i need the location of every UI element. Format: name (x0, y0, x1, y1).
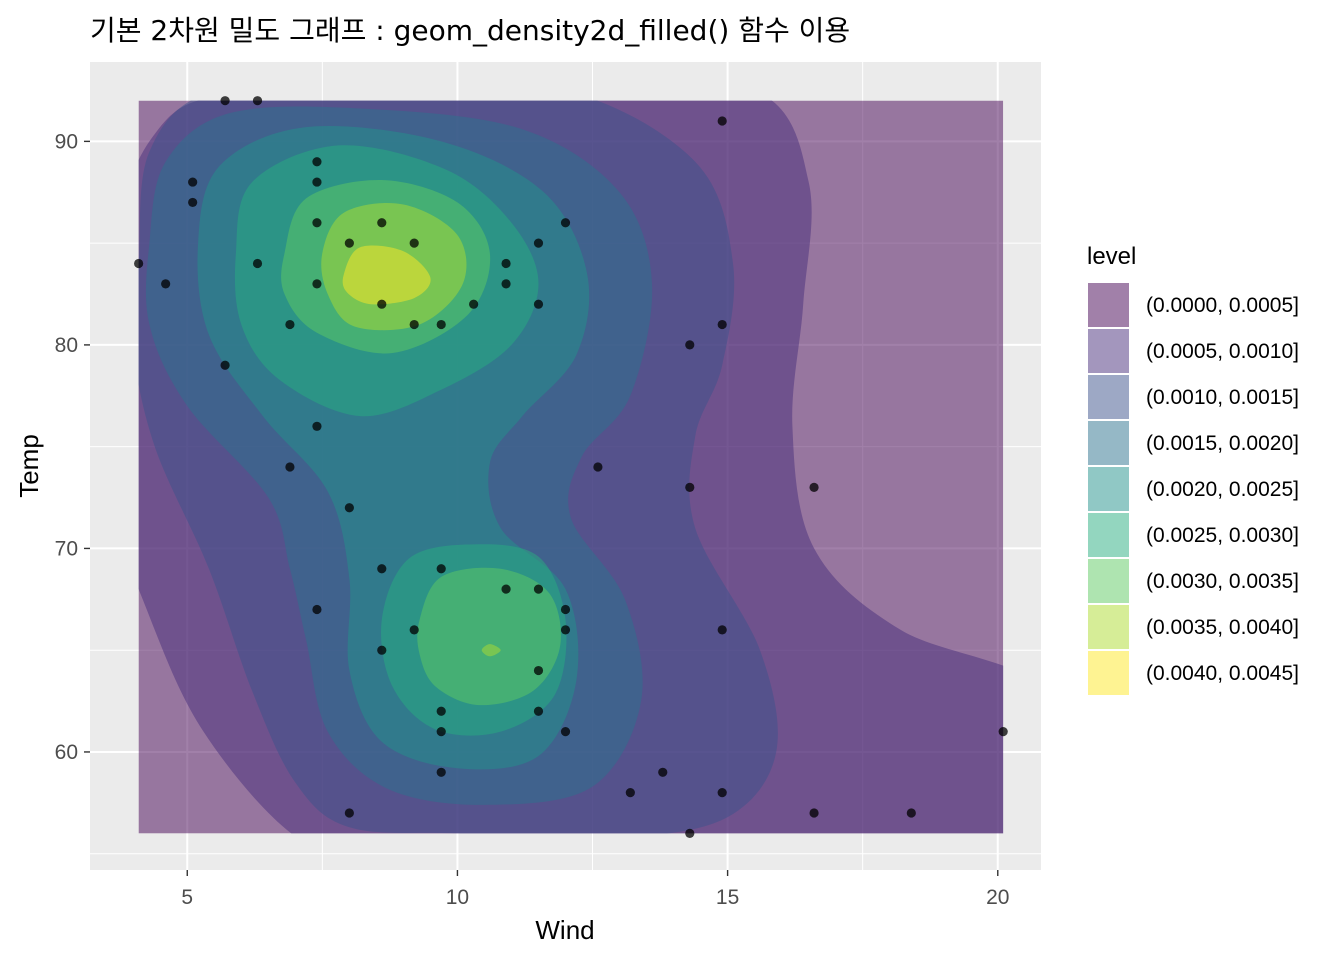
data-point (134, 258, 144, 269)
data-point (285, 462, 295, 472)
data-point (161, 279, 171, 289)
data-point (377, 299, 387, 309)
data-point (436, 727, 446, 737)
x-tick-label: 20 (986, 886, 1009, 909)
data-point (409, 238, 419, 248)
data-point (252, 258, 263, 269)
data-point (658, 767, 668, 777)
data-point (533, 706, 544, 716)
legend-label: (0.0035, 0.0040] (1146, 616, 1299, 639)
data-point (469, 299, 479, 309)
legend: level (0.0000, 0.0005] (0.0005, 0.0010] (0… (1087, 243, 1299, 696)
data-point (188, 197, 198, 208)
data-point (685, 828, 695, 838)
legend-label: (0.0015, 0.0020] (1146, 432, 1299, 455)
density-band-7 (417, 567, 561, 706)
data-point (312, 279, 322, 289)
data-points (134, 96, 1008, 838)
data-point (344, 238, 354, 248)
x-axis-title: Wind (535, 915, 594, 945)
legend-title: level (1087, 243, 1136, 270)
legend-label: (0.0000, 0.0005] (1146, 294, 1299, 317)
data-point (252, 96, 263, 106)
density-layer (138, 100, 1004, 834)
data-point (998, 727, 1008, 737)
data-point (377, 218, 387, 228)
legend-key (1088, 375, 1129, 419)
x-tick-label: 15 (716, 886, 739, 909)
data-point (533, 299, 544, 309)
data-point (533, 584, 544, 594)
data-point (906, 808, 916, 818)
data-point (436, 767, 446, 777)
data-point (285, 319, 295, 330)
data-point (717, 319, 727, 330)
chart-title: 기본 2차원 밀도 그래프 : geom_density2d_filled() … (90, 14, 850, 47)
data-point (436, 564, 446, 574)
y-axis-title: Temp (14, 434, 44, 498)
data-point (593, 462, 603, 472)
legend-key (1088, 421, 1129, 465)
y-tick-label: 70 (55, 537, 78, 560)
data-point (717, 788, 727, 798)
data-point (717, 116, 727, 126)
density-band-9 (342, 245, 431, 305)
data-point (501, 584, 511, 594)
data-point (377, 564, 387, 574)
legend-key (1088, 651, 1129, 695)
data-point (560, 218, 571, 228)
x-axis: 5 10 15 20 (181, 870, 1009, 909)
data-point (312, 218, 322, 228)
data-point (625, 788, 635, 798)
y-axis: 60 70 80 90 (55, 130, 90, 764)
x-tick-label: 10 (446, 886, 469, 909)
x-tick-label: 5 (181, 886, 193, 909)
data-point (560, 727, 571, 737)
legend-key (1088, 283, 1129, 327)
data-point (220, 360, 230, 370)
legend-label: (0.0030, 0.0035] (1146, 570, 1299, 593)
data-point (717, 625, 727, 635)
data-point (533, 238, 544, 248)
data-point (312, 604, 322, 615)
data-point (501, 258, 511, 269)
data-point (312, 177, 322, 187)
data-point (560, 604, 571, 615)
legend-key (1088, 329, 1129, 373)
legend-key (1088, 559, 1129, 603)
legend-key (1088, 513, 1129, 557)
data-point (809, 482, 819, 492)
y-tick-label: 60 (55, 741, 78, 764)
data-point (685, 482, 695, 492)
y-tick-label: 80 (55, 334, 78, 357)
data-point (436, 319, 446, 330)
data-point (685, 340, 695, 350)
y-tick-label: 90 (55, 130, 78, 153)
legend-key (1088, 605, 1129, 649)
legend-label: (0.0020, 0.0025] (1146, 478, 1299, 501)
data-point (809, 808, 819, 818)
data-point (533, 665, 544, 676)
data-point (501, 279, 511, 289)
data-point (377, 645, 387, 655)
legend-label: (0.0005, 0.0010] (1146, 340, 1299, 363)
data-point (409, 319, 419, 330)
data-point (344, 503, 354, 513)
legend-label: (0.0040, 0.0045] (1146, 662, 1299, 685)
data-point (312, 421, 322, 431)
data-point (312, 157, 322, 167)
data-point (436, 706, 446, 716)
data-point (188, 177, 198, 187)
data-point (220, 96, 230, 106)
legend-label: (0.0025, 0.0030] (1146, 524, 1299, 547)
legend-key (1088, 467, 1129, 511)
data-point (560, 625, 571, 635)
density-band-8 (481, 644, 501, 657)
data-point (344, 808, 354, 818)
data-point (409, 625, 419, 635)
legend-label: (0.0010, 0.0015] (1146, 386, 1299, 409)
